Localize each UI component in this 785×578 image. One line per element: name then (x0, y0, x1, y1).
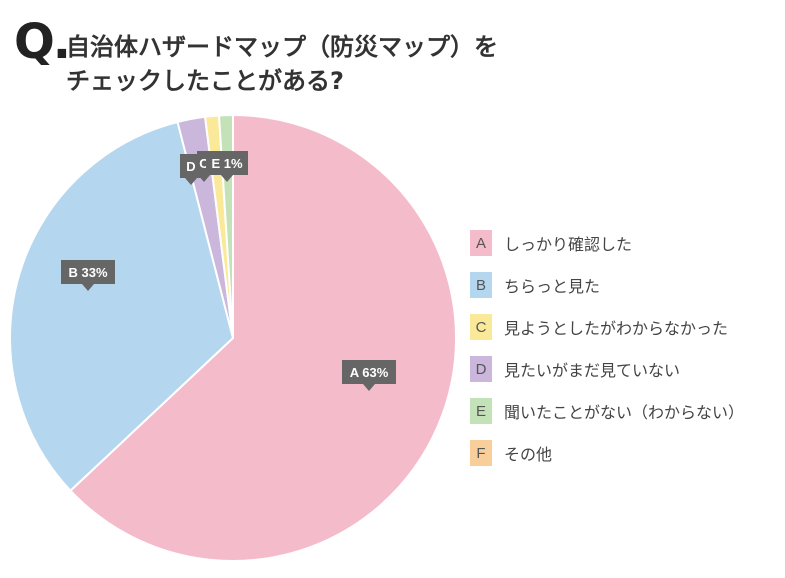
legend-swatch-a: A (470, 230, 492, 256)
legend-swatch-d: D (470, 356, 492, 382)
pie-slice-a[interactable] (69, 113, 457, 562)
data-label-b: B 33% (61, 260, 115, 291)
data-label-a-text: A 63% (350, 365, 389, 380)
question-mark-label: Q. (14, 14, 71, 70)
legend-item-a[interactable]: A しっかり確認した (470, 222, 744, 264)
legend-label-a: しっかり確認した (504, 235, 633, 254)
legend-item-c[interactable]: C 見ようとしたがわからなかった (470, 306, 744, 348)
data-label-e-pointer (221, 175, 233, 182)
data-label-b-text: B 33% (68, 265, 107, 280)
data-label-b-box (61, 260, 115, 284)
data-label-e-text: E 1% (211, 156, 243, 171)
legend-item-e[interactable]: E 聞いたことがない（わからない） (470, 390, 744, 432)
data-label-a-pointer (363, 384, 375, 391)
data-label-a: A 63% (342, 360, 396, 391)
data-label-e: E 1% (206, 151, 248, 182)
data-label-d-box (180, 154, 202, 178)
legend-swatch-e: E (470, 398, 492, 424)
legend-item-f[interactable]: F その他 (470, 432, 744, 474)
legend-item-b[interactable]: B ちらっと見た (470, 264, 744, 306)
data-label-c-text: C (199, 156, 209, 171)
title-line-1: 自治体ハザードマップ（防災マップ）を (66, 33, 498, 61)
legend-swatch-c: C (470, 314, 492, 340)
data-label-d-text: D (186, 159, 195, 174)
legend-label-e: 聞いたことがない（わからない） (504, 403, 745, 422)
pie-slice-b[interactable] (9, 120, 235, 493)
legend-label-c: 見ようとしたがわからなかった (504, 319, 729, 338)
title-line-2: チェックしたことがある? (66, 67, 344, 95)
page-title: 自治体ハザードマップ（防災マップ）を チェックしたことがある? (66, 30, 498, 98)
data-label-e-box (206, 151, 248, 175)
legend-swatch-b: B (470, 272, 492, 298)
legend-item-d[interactable]: D 見たいがまだ見ていない (470, 348, 744, 390)
data-label-a-box (342, 360, 396, 384)
legend-label-b: ちらっと見た (504, 277, 601, 296)
chart-legend: A しっかり確認した B ちらっと見た C 見ようとしたがわからなかった D 見たいがまだ見て… (470, 222, 744, 474)
data-label-c-pointer (198, 175, 210, 182)
data-label-b-pointer (82, 284, 94, 291)
legend-label-f: その他 (504, 445, 553, 464)
data-label-d-pointer (185, 178, 197, 185)
legend-label-d: 見たいがまだ見ていない (504, 361, 681, 380)
data-label-d: D (180, 154, 202, 185)
legend-swatch-f: F (470, 440, 492, 466)
